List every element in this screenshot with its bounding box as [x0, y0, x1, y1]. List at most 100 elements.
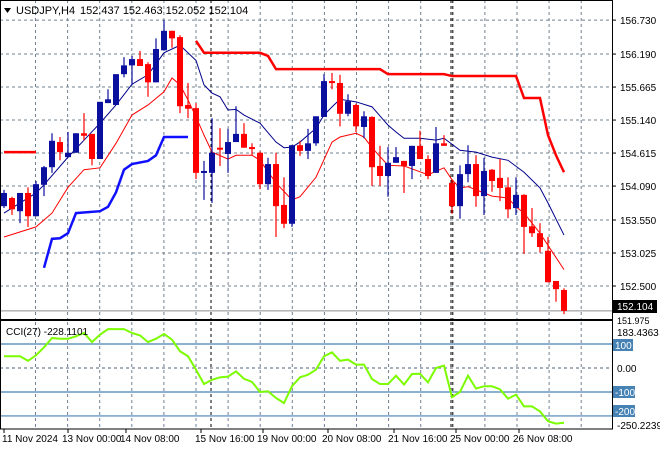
price-axis-bottom-label: 151.975 — [617, 316, 650, 326]
candle-body — [49, 140, 55, 168]
time-label: 20 Nov 08:00 — [322, 434, 382, 445]
cci-level-tag-100: 100 — [613, 339, 633, 352]
candle-body — [321, 81, 327, 117]
price-label: 154.615 — [620, 149, 657, 160]
triangle-down-icon[interactable] — [4, 8, 11, 13]
price-label: 153.550 — [620, 216, 657, 227]
candle-body — [201, 170, 207, 173]
cci-level-label: 100 — [615, 341, 632, 352]
candle — [209, 118, 215, 204]
candle-body — [249, 147, 255, 150]
cci-level-label: -200 — [615, 407, 635, 418]
level-tag-box — [613, 405, 635, 417]
candle-body — [489, 169, 495, 182]
candle-body — [17, 192, 23, 212]
candles — [1, 20, 567, 315]
price-label: 154.090 — [620, 182, 657, 193]
time-label: 14 Nov 08:00 — [120, 434, 180, 445]
time-label: 15 Nov 16:00 — [195, 434, 255, 445]
candle-body — [105, 99, 111, 104]
candle-body — [441, 143, 447, 146]
candle — [281, 177, 287, 229]
time-label: 26 Nov 08:00 — [513, 434, 573, 445]
candle-body — [185, 104, 191, 109]
candle-body — [513, 194, 519, 209]
candle-body — [297, 145, 303, 151]
price-label: 156.730 — [620, 16, 657, 27]
candle — [289, 145, 295, 227]
candle-body — [137, 59, 143, 66]
candle — [41, 165, 47, 197]
chart-header[interactable]: USDJPY,H4 152.437 152.463 152.052 152.10… — [4, 5, 248, 17]
candle — [473, 155, 479, 207]
candle — [441, 135, 447, 146]
candle-body — [465, 164, 471, 175]
level-tag-box — [613, 339, 633, 351]
candle-body — [121, 65, 127, 75]
candle — [409, 145, 415, 180]
grid — [0, 0, 612, 429]
candle — [529, 208, 535, 237]
candle — [385, 147, 391, 197]
candle-body — [113, 74, 119, 105]
current-price-tag: 152.104 — [613, 300, 657, 313]
candle — [337, 74, 343, 127]
candle — [321, 74, 327, 117]
candle — [537, 223, 543, 253]
indicator-bands — [4, 40, 566, 269]
candle-body — [537, 233, 543, 248]
candle-body — [57, 142, 63, 153]
candle — [505, 177, 511, 219]
candle — [393, 147, 399, 163]
cci-level-tag-minus200: -200 — [613, 405, 635, 418]
candle-body — [73, 133, 79, 153]
candle-body — [369, 116, 375, 168]
candle-body — [257, 152, 263, 185]
cci-zero-label: 0.00 — [617, 364, 637, 375]
candle — [521, 194, 527, 254]
candle — [201, 160, 207, 200]
upper-band-line — [194, 40, 566, 173]
main-panel-frame — [0, 0, 613, 320]
candle — [561, 288, 567, 315]
candle — [249, 143, 255, 156]
candle-body — [129, 59, 135, 66]
candle — [553, 280, 559, 302]
candle-body — [505, 187, 511, 210]
candle-body — [561, 289, 567, 311]
candle-body — [521, 194, 527, 227]
candle-body — [393, 157, 399, 163]
candle — [185, 82, 191, 119]
price-label: 153.025 — [620, 249, 657, 260]
cci-level-tag-minus100: -100 — [613, 386, 635, 399]
candle-body — [225, 142, 231, 154]
candle — [1, 189, 7, 209]
candle-body — [153, 49, 159, 83]
candle — [49, 133, 55, 173]
candle — [105, 89, 111, 104]
candle — [369, 116, 375, 187]
candle — [481, 157, 487, 215]
candle-body — [353, 104, 359, 127]
candle — [417, 130, 423, 160]
candle — [489, 169, 495, 192]
candle-body — [65, 152, 71, 158]
candle-body — [33, 184, 39, 217]
candle-body — [25, 192, 31, 217]
candle — [193, 103, 199, 180]
candle-body — [145, 64, 151, 83]
candle — [257, 151, 263, 190]
candle — [121, 57, 127, 78]
candle-body — [217, 147, 223, 150]
candle — [25, 187, 31, 227]
candle-body — [377, 165, 383, 176]
candle-body — [473, 164, 479, 197]
candle — [145, 62, 151, 97]
candle-body — [89, 133, 95, 160]
candle-body — [193, 108, 199, 173]
candle — [33, 181, 39, 217]
candle — [161, 20, 167, 51]
price-label: 152.500 — [620, 282, 657, 293]
